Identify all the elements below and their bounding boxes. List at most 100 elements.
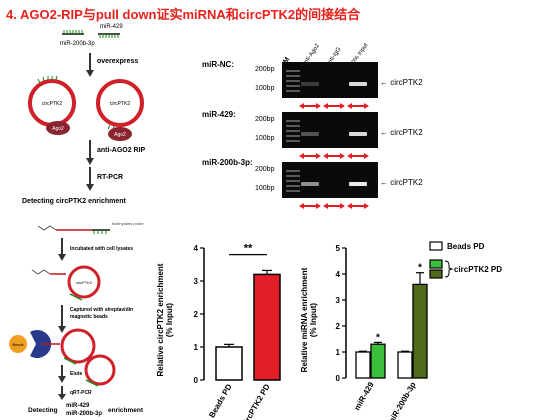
ago2-label-right: Ago2 [114,132,126,138]
y-tick-label: 0 [194,376,199,385]
x-tick-label: circPTK2 PD [240,382,272,420]
gel-marker-band [286,90,300,92]
gel-band [349,82,367,86]
probe-label-mir200b: miR-200b-3p [60,41,95,47]
rip-schematic: miR-200b-3p miR-429 overexpress circPTK2… [22,24,146,205]
red-double-arrow-icon [323,103,328,109]
probe-label-mir429: miR-429 [100,24,123,30]
probe-circrna-complex-icon [31,265,101,301]
y-tick-label: 2 [194,310,199,319]
chart2-ylabel: Relative miRNA enrichment (% Input) [300,267,318,373]
gel-marker-band [286,185,300,187]
step-overexpress: overexpress [97,58,138,65]
legend-label: circPTK2 PD [454,265,502,274]
marker-100bp: 100bp [255,185,275,192]
gel-marker-band [286,80,300,82]
mirna-probes-icon [62,30,120,38]
gel-band [301,182,319,186]
gel-marker-band [286,120,300,122]
marker-200bp: 200bp [255,166,275,173]
red-double-arrow-icon [299,203,304,209]
circ-label-right: circPTK2 [110,101,131,107]
step-captured-line1: Captured with streptavidin [70,307,133,313]
pulldown-schematic: biotinylated probe Incubated with cell l… [9,221,144,417]
bar [355,351,371,379]
marker-200bp: 200bp [255,116,275,123]
magnetic-beads-icon [9,328,96,365]
ago2-label-left: Ago2 [52,126,64,132]
red-double-arrow-icon [316,203,321,209]
significance-mark: ** [244,243,253,255]
y-tick-label: 0 [336,374,341,383]
x-tick-label: miR-200b-3p [386,380,418,420]
gel-bands-overlay [286,70,369,209]
gel-marker-band [286,135,300,137]
chart-circptk2-enrichment: 0 1 2 3 4 Beads PD circPTK2 PD ** [194,243,281,420]
gel-marker-band [286,85,300,87]
gel-figure: M Anti-Ago2 Anti-IgG 10% Input miR-NC: 2… [200,0,440,210]
band-label: ← circPTK2 [380,128,423,137]
gel-panel-name: miR-429: [202,110,236,119]
bar [215,346,243,381]
y-tick-label: 3 [194,277,199,286]
red-double-arrow-icon [340,103,345,109]
bar [412,283,428,379]
red-double-arrow-icon [340,153,345,159]
red-double-arrow-icon [316,103,321,109]
arrow-down-icon [58,305,66,333]
legend-label: Beads PD [447,242,485,251]
probe-label: biotinylated probe [112,221,144,226]
y-tick-label: 5 [336,244,341,253]
detect-target-mir429: miR-429 [66,403,90,409]
detect-prefix: Detecting [28,407,58,414]
gel-band [349,132,367,136]
significance-mark: * [418,263,422,274]
y-tick-label: 1 [336,348,341,357]
gel-marker-band [286,170,300,172]
red-double-arrow-icon [364,103,369,109]
legend-swatch-mir200b [429,269,443,279]
marker-200bp: 200bp [255,66,275,73]
y-tick-label: 3 [336,296,341,305]
circrna-circles-icon [28,75,144,141]
step-detect-circptk2: Detecting circPTK2 enrichment [22,198,127,205]
red-double-arrow-icon [364,153,369,159]
arrow-down-icon [58,365,66,383]
red-double-arrow-icon [323,153,328,159]
step-captured-line2: magnetic beads [70,314,108,320]
gel-band [301,82,319,86]
red-double-arrow-icon [299,103,304,109]
chart-mirna-enrichment: 0 1 2 3 4 5 * miR-429 * miR-200b-3p Beads PD circPT… [336,241,502,420]
step-incubated: Incubated with cell lysates [70,246,133,252]
step-rt-pcr: RT-PCR [97,174,123,181]
red-double-arrow-icon [323,203,328,209]
y-tick-label: 4 [336,270,341,279]
gel-marker-band [286,175,300,177]
gel-panel-name: miR-NC: [202,60,234,69]
legend-swatch-beads [429,241,443,251]
step-qrt-pcr: qRT-PCR [70,390,92,396]
gel-marker-band [286,75,300,77]
legend-brace-icon [444,260,454,278]
eluted-complex-icon [84,354,116,387]
gel-marker-band [286,70,300,72]
beads-label: Beads [12,342,23,347]
arrow-down-icon [58,238,66,261]
red-double-arrow-icon [347,103,352,109]
red-double-arrow-icon [340,203,345,209]
y-tick-label: 4 [194,244,199,253]
circ-label-left: circPTK2 [42,101,63,107]
chart1-ylabel: Relative circPTK2 enrichment (% Input) [156,263,174,377]
bar [397,351,413,379]
x-tick-label: Beads PD [207,382,234,419]
detect-suffix: enrichment [108,407,144,414]
gel-panel-name: miR-200b-3p: [202,158,253,167]
biotin-probe-icon [37,225,110,234]
red-double-arrow-icon [299,153,304,159]
circ-label-pd: circPTK2 [76,280,93,285]
marker-100bp: 100bp [255,135,275,142]
arrow-down-icon [86,167,94,191]
bar [253,273,281,381]
legend-swatch-mir429 [429,259,443,269]
bar [370,343,386,379]
